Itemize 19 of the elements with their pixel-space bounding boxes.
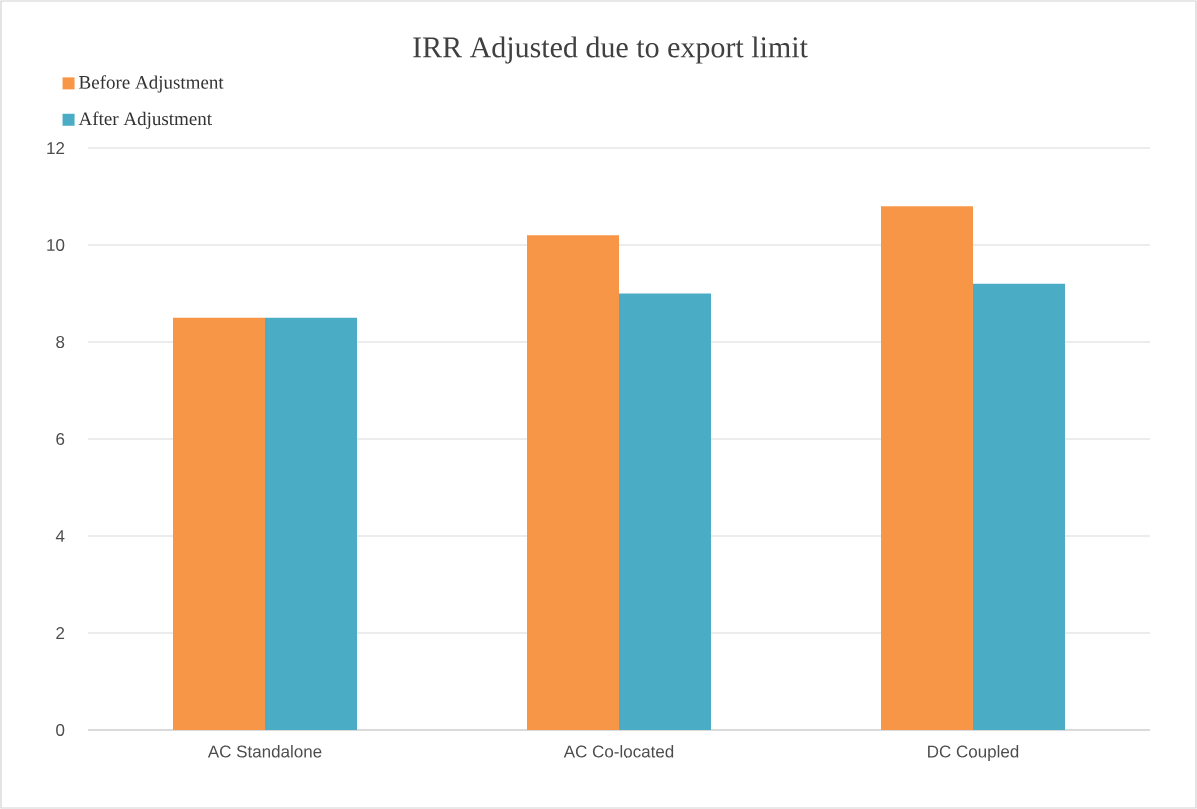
bar: [973, 283, 1066, 730]
bar: [527, 235, 620, 730]
y-tick-label: 6: [56, 432, 65, 446]
legend-label: Before Adjustment: [79, 75, 224, 93]
y-tick-label: 12: [47, 142, 65, 154]
bar: [265, 317, 358, 730]
y-tick-label: 2: [56, 627, 65, 639]
y-tick-label: 10: [47, 238, 65, 252]
x-tick-label: AC Standalone: [207, 745, 322, 758]
legend-label: After Adjustment: [78, 111, 212, 129]
y-tick-label: 4: [55, 530, 65, 542]
bar: [173, 317, 266, 730]
x-tick-label: AC Co-located: [563, 745, 674, 758]
x-tick-label: DC Coupled: [928, 745, 1019, 761]
chart-title: IRR Adjusted due to export limit: [413, 36, 808, 64]
bar: [881, 206, 974, 730]
bar: [619, 293, 712, 730]
y-tick-label: 8: [56, 335, 65, 349]
y-tick-label: 0: [56, 723, 65, 737]
